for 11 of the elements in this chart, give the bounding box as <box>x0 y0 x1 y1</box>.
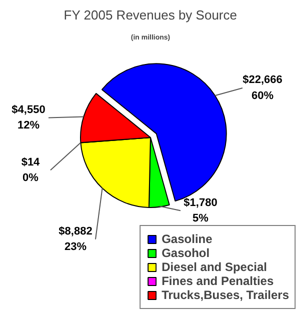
legend-label: Diesel and Special <box>162 260 267 274</box>
data-label: $8,882 23% <box>58 226 92 254</box>
data-label: $14 0% <box>21 156 41 184</box>
legend-label: Gasohol <box>162 246 210 260</box>
chart-title: FY 2005 Revenues by Source <box>64 8 237 22</box>
data-label: $22,666 60% <box>242 74 282 102</box>
data-label: $4,550 12% <box>12 104 46 132</box>
legend-label: Fines and Penalties <box>162 274 274 288</box>
data-label: $1,780 5% <box>184 196 218 224</box>
legend-label: Trucks,Buses, Trailers <box>162 288 289 302</box>
legend-label: Gasoline <box>162 232 212 246</box>
